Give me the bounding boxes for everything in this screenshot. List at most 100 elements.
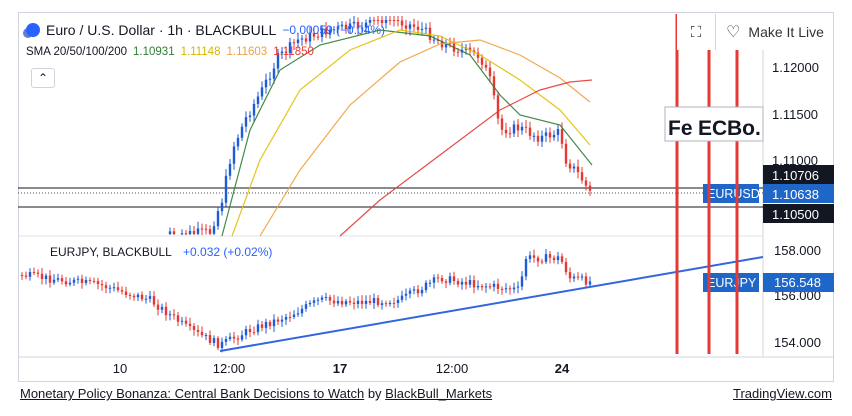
eurjpy-candle-body <box>28 272 32 277</box>
eurjpy-candle-body <box>152 296 156 305</box>
eurusd-candle-body <box>552 134 556 138</box>
eurjpy-candle-body <box>268 321 272 327</box>
eurjpy-candle-body <box>560 256 564 262</box>
eurjpy-candle-body <box>180 320 184 322</box>
eurjpy-candle-body <box>584 276 588 285</box>
time-axis-label: 24 <box>555 361 570 376</box>
eurusd-candle-body <box>576 166 580 173</box>
eurusd-candle-body <box>480 57 484 65</box>
eurusd-candle-body <box>348 23 352 30</box>
eurjpy-candle-body <box>376 298 380 305</box>
eurusd-candle-body <box>536 135 540 142</box>
eurjpy-candle-body <box>144 298 148 300</box>
eurjpy-candle-body <box>404 293 408 296</box>
eurusd-candle-body <box>508 133 512 135</box>
trendline[interactable] <box>219 256 764 352</box>
sma-lines <box>221 29 593 237</box>
eurusd-candle-body <box>384 20 388 24</box>
eurjpy-candle-body <box>280 319 284 322</box>
eurjpy-candle-body <box>304 304 308 309</box>
eurjpy-candle-body <box>96 281 100 285</box>
eurjpy-candle-body <box>472 280 476 288</box>
eurjpy-candle-body <box>488 286 492 288</box>
eurusd-candle-body <box>368 20 372 23</box>
eurjpy-candle-body <box>168 314 172 316</box>
eurusd-candle-body <box>544 132 548 136</box>
eurusd-candle-body <box>344 24 348 30</box>
author-link[interactable]: BlackBull_Markets <box>385 386 493 401</box>
eurjpy-candle-body <box>64 281 68 285</box>
eurjpy-candle-body <box>124 291 128 296</box>
eurusd-candle-body <box>516 124 520 131</box>
eurusd-candle-body <box>540 135 544 142</box>
eurusd-candle-body <box>476 52 480 58</box>
eurjpy-candle-body <box>36 272 40 274</box>
eurusd-candle-body <box>564 143 568 164</box>
eurjpy-candle-body <box>188 323 192 327</box>
tradingview-link[interactable]: TradingView.com <box>733 386 832 401</box>
eurjpy-candle-body <box>200 331 204 336</box>
eurusd-candle-body <box>580 172 584 181</box>
eurusd-candle-body <box>496 95 500 119</box>
sub-price-tag <box>763 273 834 292</box>
eurjpy-candle-body <box>212 338 216 343</box>
sma-200-value: 1.11850 <box>273 46 314 58</box>
eurjpy-candle-body <box>224 338 228 342</box>
eurjpy-candle-body <box>84 279 88 284</box>
eurjpy-candle-body <box>44 275 48 279</box>
sma-line <box>339 79 593 237</box>
eurusd-candle-body <box>416 26 420 30</box>
eurjpy-candle-body <box>68 282 72 285</box>
eurjpy-candle-body <box>524 258 528 277</box>
fullscreen-button[interactable]: ⛶ <box>677 14 716 50</box>
eurjpy-candle-body <box>580 276 584 278</box>
eurjpy-candle-body <box>48 275 52 283</box>
eurusd-candle-body <box>584 180 588 186</box>
eurjpy-candle-body <box>332 300 336 304</box>
eurjpy-candle-body <box>388 302 392 305</box>
eurjpy-candle-body <box>408 290 412 294</box>
symbol-title: Euro / U.S. Dollar · 1h · BLACKBULL <box>46 22 277 38</box>
eurjpy-candle-body <box>548 254 552 258</box>
eurusd-candle-body <box>240 126 244 138</box>
make-it-live-button[interactable]: ♡ Make It Live <box>717 14 833 50</box>
eurjpy-candle-body <box>392 302 396 304</box>
eurusd-candle-body <box>488 67 492 77</box>
eurjpy-candle-body <box>172 314 176 316</box>
time-axis-label: 12:00 <box>213 361 246 376</box>
eurusd-candle-body <box>168 231 172 234</box>
eurjpy-candle-body <box>504 288 508 290</box>
eurjpy-candle-body <box>72 279 76 283</box>
eurusd-candle-body <box>392 20 396 21</box>
heart-icon: ♡ <box>726 24 741 41</box>
eurjpy-candle-body <box>344 301 348 305</box>
eurjpy-candle-body <box>52 279 56 283</box>
eurjpy-candle-body <box>184 320 188 324</box>
eurjpy-candle-body <box>308 302 312 305</box>
eurjpy-candle-body <box>360 300 364 304</box>
idea-title-link[interactable]: Monetary Policy Bonanza: Central Bank De… <box>20 386 365 401</box>
eurusd-candle-body <box>388 20 392 21</box>
collapse-legend-button[interactable]: ⌃ <box>31 68 55 88</box>
eurusd-candle-body <box>236 137 240 147</box>
eurjpy-candle-body <box>60 278 64 282</box>
eurjpy-candle-body <box>492 283 496 287</box>
sma-20-value: 1.10931 <box>133 46 175 58</box>
eurusd-candle-body <box>292 42 296 44</box>
time-axis-label: 10 <box>113 361 127 376</box>
eurjpy-candle-body <box>508 288 512 290</box>
eurusd-candle-body <box>572 166 576 169</box>
eurusd-candle-body <box>500 118 504 130</box>
eurjpy-candle-body <box>368 300 372 304</box>
footer-caption: Monetary Policy Bonanza: Central Bank De… <box>20 386 492 401</box>
eurusd-candle-body <box>300 38 304 40</box>
eurjpy-candle-body <box>428 282 432 284</box>
sma-100-value: 1.11603 <box>226 46 268 58</box>
eurusd-candle-body <box>524 126 528 128</box>
eurjpy-candle-body <box>112 287 116 289</box>
eurjpy-candle-body <box>452 276 456 282</box>
eurjpy-candle-body <box>328 297 332 301</box>
eurusd-candle-body <box>260 87 264 97</box>
eurusd-candle-body <box>360 27 364 29</box>
